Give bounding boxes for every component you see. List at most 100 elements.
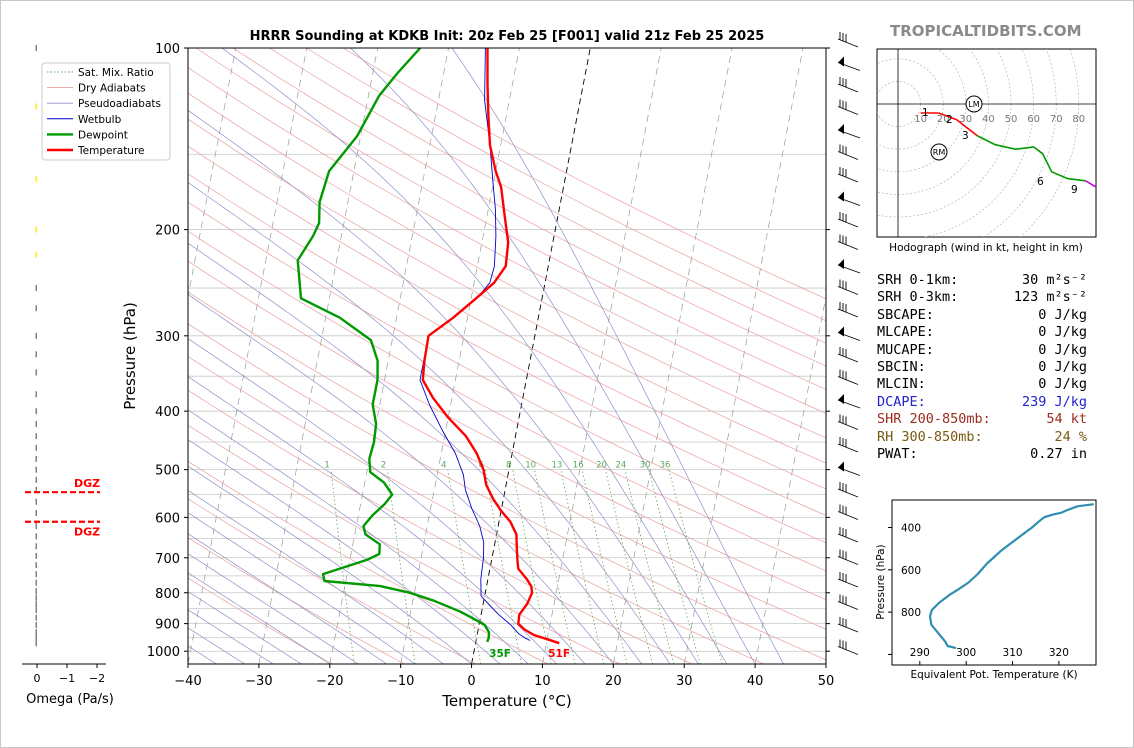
wind-barb-staff (837, 106, 859, 115)
omega-bar (35, 444, 37, 451)
isotherm-line (329, 48, 449, 664)
parameter-value: 239 J/kg (1021, 393, 1087, 410)
y-tick-label: 300 (155, 330, 180, 345)
storm-motion-label: RM (933, 148, 946, 157)
omega-bar (35, 476, 37, 483)
parameter-row: PWAT: 0.27 in (877, 446, 1097, 463)
x-tick-label: 20 (605, 674, 622, 689)
mixing-ratio-label: 36 (660, 461, 671, 471)
dry-adiabat-line (188, 145, 826, 490)
dry-adiabat-line (188, 260, 826, 600)
wind-barb-staff (837, 556, 859, 565)
legend-box (41, 62, 171, 161)
theta-e-x-tick-label: 290 (910, 647, 930, 659)
wind-barb-staff (837, 399, 861, 409)
theta-e-y-label: Pressure (hPa) (875, 544, 887, 619)
legend-entry: Wetbulb (78, 114, 122, 126)
dewpoint-line (296, 48, 491, 643)
wind-barb-staff (837, 197, 861, 206)
omega-bar (35, 305, 37, 312)
dry-adiabat-line (188, 460, 549, 664)
legend-entry: Sat. Mix. Ratio (78, 67, 154, 79)
y-tick-label: 500 (155, 464, 180, 479)
hodograph-ring-label: 10 (914, 114, 927, 125)
wind-barb-staff (837, 376, 859, 385)
pseudoadiabat-line (188, 512, 416, 664)
hodograph-trace (938, 112, 978, 137)
zero-isotherm (471, 48, 591, 664)
omega-bar (35, 533, 37, 540)
omega-bar (35, 509, 37, 516)
theta-e-y-tick-label: 400 (901, 523, 921, 535)
theta-e-panel: 290 300 310 320 400 600 800 (888, 499, 1097, 666)
x-tick-label: −30 (245, 674, 272, 689)
pseudoadiabat-line (188, 182, 671, 664)
pseudoadiabat-line (221, 48, 728, 664)
omega-bar (35, 634, 37, 641)
surface-dewpoint-label: 35F (489, 648, 511, 660)
mixing-ratio-line (447, 469, 482, 664)
y-tick-label: 700 (155, 552, 180, 567)
theta-e-y-tick-label: 600 (901, 565, 921, 577)
dgz-label: DGZ (74, 477, 100, 490)
dry-adiabat-line (232, 48, 826, 367)
pseudoadiabat-line (188, 338, 586, 664)
dry-adiabat-line (188, 67, 826, 414)
theta-e-line (928, 503, 1094, 650)
hodograph-height-label: 2 (946, 114, 953, 126)
wind-barb-flag (838, 461, 844, 472)
omega-bar (35, 543, 37, 550)
mixing-ratio-label: 24 (615, 461, 626, 471)
x-tick-label: 50 (818, 674, 835, 689)
parameter-row: SHR 200-850mb: 54 kt (877, 411, 1097, 428)
pseudoadiabat-line (188, 242, 642, 664)
omega-bar (35, 332, 37, 339)
omega-bar (35, 594, 37, 601)
x-tick-label: −40 (174, 674, 201, 689)
isotherm-line (754, 294, 826, 664)
omega-bar (35, 251, 37, 258)
wind-barb-staff (837, 488, 859, 498)
parameter-value: 0 J/kg (1038, 341, 1087, 358)
parameter-row: SBCAPE: 0 J/kg (877, 307, 1097, 324)
y-tick-label: 600 (155, 511, 180, 526)
y-tick-label: 800 (155, 587, 180, 602)
omega-bar (35, 600, 37, 607)
omega-bar (35, 486, 37, 493)
parameter-value: 0.27 in (1030, 445, 1087, 462)
mixing-ratio-line (560, 469, 605, 664)
theta-e-inner (928, 503, 1094, 650)
theta-e-x-tick-label: 300 (956, 647, 976, 659)
wetbulb-line (419, 48, 531, 641)
brand-watermark: TROPICALTIDBITS.COM (890, 22, 1082, 40)
pseudoadiabat-line (451, 48, 784, 664)
omega-bar (35, 433, 37, 440)
hodograph (876, 48, 1097, 238)
hodograph-trace (976, 134, 1086, 182)
omega-x-label: Omega (Pa/s) (26, 692, 114, 707)
chart-title: HRRR Sounding at KDKB Init: 20z Feb 25 [… (250, 29, 765, 44)
hodograph-height-label: 9 (1071, 184, 1078, 196)
y-tick-label: 400 (155, 405, 180, 420)
theta-e-x-label: Equivalent Pot. Temperature (K) (910, 669, 1077, 681)
omega-bar (35, 622, 37, 629)
isotherm-line (683, 48, 804, 664)
omega-bar (35, 579, 37, 586)
profiles (296, 48, 560, 645)
x-tick-label: 0 (467, 674, 475, 689)
parameter-value: 0 J/kg (1038, 358, 1087, 375)
surface-temperature-label: 51F (548, 648, 570, 660)
dry-adiabat-line (188, 230, 826, 572)
storm-motion-marker (965, 95, 983, 113)
y-tick-label: 1000 (147, 645, 180, 660)
mixing-ratio-line (387, 469, 416, 664)
omega-bar (35, 522, 37, 529)
mixing-ratio-label: 10 (525, 461, 536, 471)
wind-barb-staff (837, 62, 861, 71)
omega-bar (35, 176, 37, 183)
parameter-row: MLCAPE: 0 J/kg (877, 324, 1097, 341)
dry-adiabat-line (342, 48, 826, 300)
legend-entry: Dry Adiabats (78, 83, 146, 95)
wind-barb-flag (838, 124, 844, 134)
wind-barb-staff (837, 308, 859, 318)
